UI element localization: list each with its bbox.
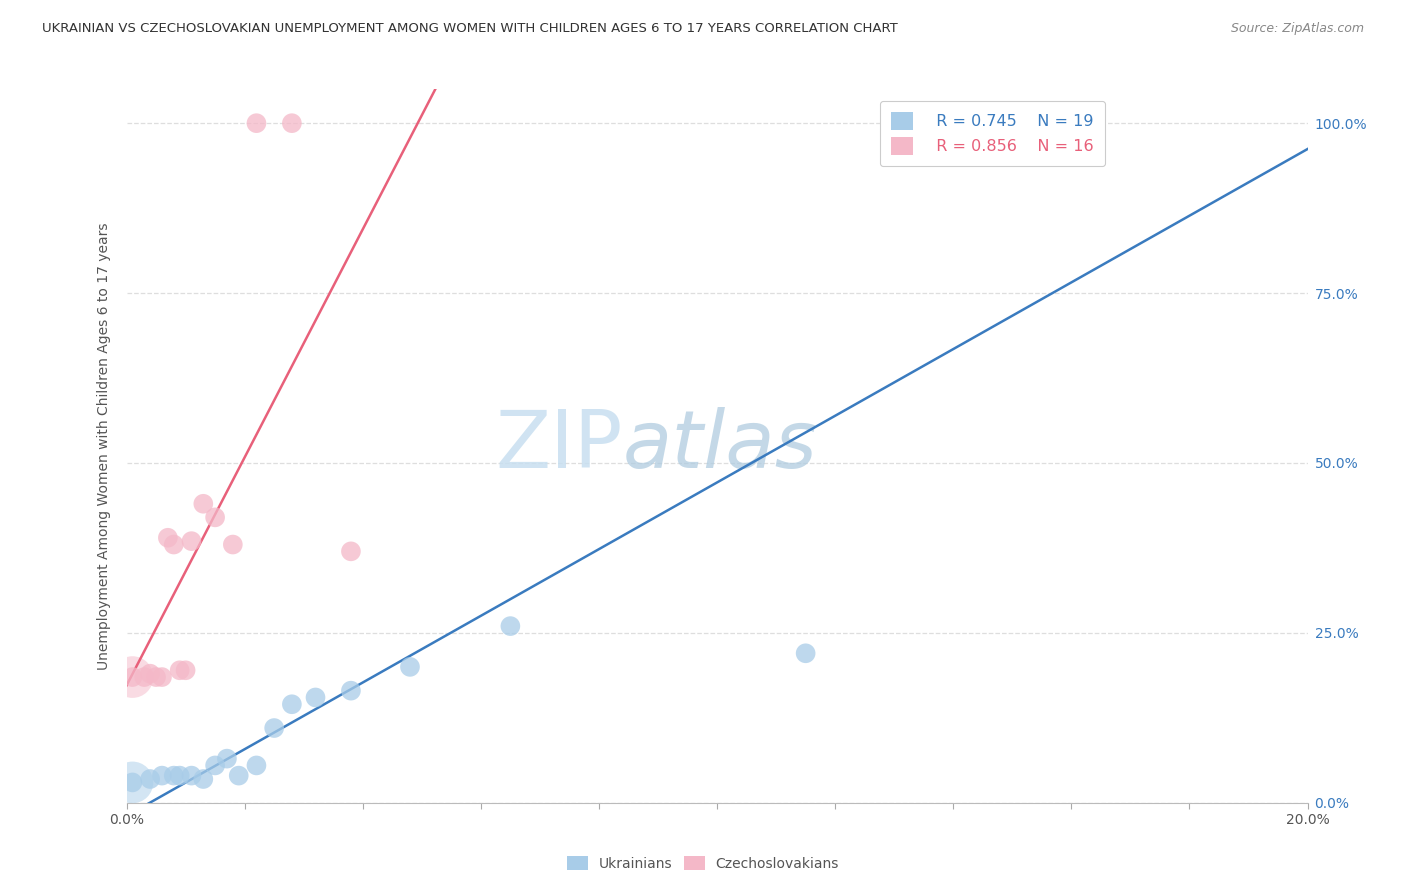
Point [169,769,191,783]
Point [150,769,173,783]
Point [1031,116,1053,130]
Point [139,666,162,681]
Point [263,721,285,735]
Point [228,769,250,783]
Point [139,772,162,786]
Point [281,698,304,712]
Y-axis label: Unemployment Among Women with Children Ages 6 to 17 years: Unemployment Among Women with Children A… [97,222,111,670]
Point [304,690,326,705]
Text: ZIP: ZIP [495,407,623,485]
Point [245,758,267,772]
Point [281,116,304,130]
Point [121,670,143,684]
Point [174,663,197,677]
Point [134,670,156,684]
Text: UKRAINIAN VS CZECHOSLOVAKIAN UNEMPLOYMENT AMONG WOMEN WITH CHILDREN AGES 6 TO 17: UKRAINIAN VS CZECHOSLOVAKIAN UNEMPLOYMEN… [42,22,898,36]
Point [215,751,238,765]
Point [180,769,202,783]
Point [193,497,215,511]
Point [156,531,179,545]
Text: Source: ZipAtlas.com: Source: ZipAtlas.com [1230,22,1364,36]
Point [121,670,143,684]
Point [163,769,186,783]
Point [399,660,422,674]
Point [169,663,191,677]
Point [193,772,215,786]
Point [222,537,245,551]
Point [499,619,522,633]
Point [163,537,186,551]
Point [245,116,267,130]
Point [150,670,173,684]
Point [340,683,363,698]
Text: atlas: atlas [623,407,817,485]
Point [204,758,226,772]
Legend: Ukrainians, Czechoslovakians: Ukrainians, Czechoslovakians [561,850,845,876]
Point [121,775,143,789]
Point [794,646,817,660]
Point [180,534,202,549]
Point [204,510,226,524]
Legend:   R = 0.745    N = 19,   R = 0.856    N = 16: R = 0.745 N = 19, R = 0.856 N = 16 [880,101,1105,167]
Point [121,775,143,789]
Point [145,670,167,684]
Point [340,544,363,558]
